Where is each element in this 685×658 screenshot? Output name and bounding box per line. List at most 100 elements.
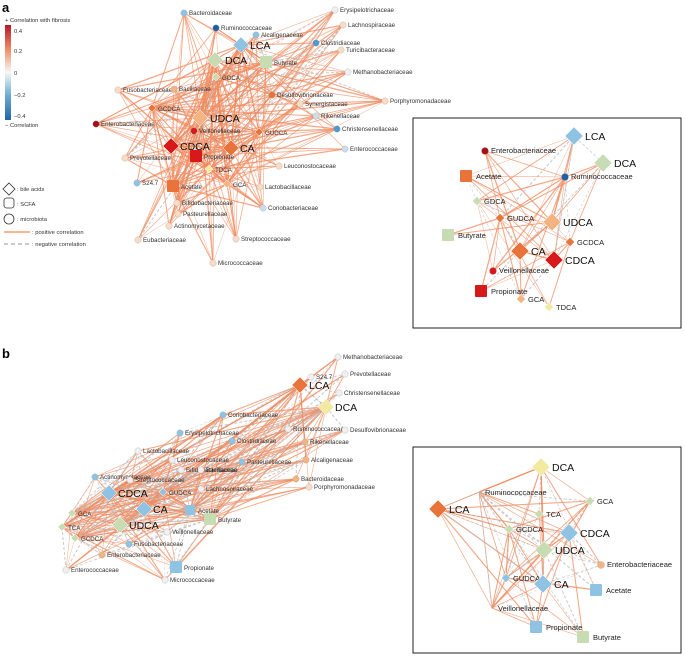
- node-label: TCA: [546, 510, 561, 519]
- negative-edge: [478, 491, 570, 534]
- panel-a-inset-node-gdca: GDCA: [472, 196, 506, 206]
- microbiota-circle: [284, 425, 292, 433]
- positive-edge: [195, 49, 342, 157]
- microbiota-circle: [126, 476, 134, 484]
- panel-b-node-erysipelotrichaceae: Erysipelotrichaceae: [176, 429, 240, 437]
- positive-edge: [222, 406, 327, 416]
- negative-edge: [193, 61, 267, 132]
- positive-edge: [71, 509, 191, 514]
- negative-edge: [553, 135, 575, 261]
- microbiota-circle: [133, 179, 141, 187]
- panel-a-node-fusobacteriaceae: Fusobacteriaceae: [114, 86, 173, 94]
- positive-edge: [124, 107, 153, 159]
- node-label: Porphyromonadaceae: [390, 98, 451, 105]
- negative-edge: [164, 518, 211, 581]
- negative-edge: [265, 42, 317, 63]
- positive-edge: [162, 441, 306, 493]
- positive-edge: [117, 89, 260, 133]
- microbiota-circle: [337, 46, 345, 54]
- microbiota-circle: [176, 429, 184, 437]
- node-label: CA: [240, 143, 255, 155]
- positive-edge: [183, 12, 216, 61]
- positive-edge: [230, 147, 264, 209]
- node-label: Eubacteriaceae: [143, 237, 187, 244]
- node-label: Lactobacillaceae: [143, 448, 190, 455]
- node-label: GDCA: [484, 197, 506, 206]
- positive-edge: [177, 168, 210, 215]
- node-label: Lactobacillaceae: [265, 184, 312, 191]
- node-label: Desulfovibrionaceae: [277, 92, 334, 99]
- negative-edge: [61, 526, 103, 556]
- positive-edge: [499, 217, 550, 308]
- panel-a-node-turicibacteraceae: Turicibacteraceae: [337, 46, 396, 54]
- microbiota-circle: [312, 112, 320, 120]
- positive-edge: [226, 49, 342, 185]
- positive-edge: [74, 479, 131, 539]
- positive-edge: [95, 59, 216, 125]
- positive-edge: [74, 461, 243, 539]
- positive-edge: [478, 466, 542, 493]
- node-label: Christensenellaceae: [342, 126, 399, 133]
- positive-edge: [94, 406, 327, 478]
- negative-edge: [520, 259, 555, 300]
- negative-edge: [208, 9, 336, 170]
- node-label: Prevotellaceae: [350, 371, 391, 378]
- positive-edge: [265, 9, 336, 63]
- microbiota-circle: [275, 162, 283, 170]
- positive-edge: [478, 491, 510, 530]
- positive-edge: [74, 414, 224, 539]
- positive-edge: [176, 183, 228, 204]
- panel-b-node-fusobacteriaceae: Fusobacteriaceae: [125, 540, 184, 548]
- negative-edge: [172, 183, 228, 187]
- colorbar-bottom: − Correlation: [5, 123, 38, 129]
- negative-edge: [74, 469, 182, 539]
- positive-edge: [189, 428, 289, 511]
- positive-edge: [162, 376, 312, 493]
- negative-edge: [189, 373, 346, 511]
- positive-edge: [189, 461, 243, 511]
- scfa-square: [185, 505, 195, 515]
- negative-edge: [179, 384, 301, 434]
- node-label: Leuconostocaceae: [177, 457, 230, 464]
- panel-b-node-ca: CA: [135, 500, 168, 518]
- positive-edge: [195, 59, 216, 157]
- panel-a-node-christensenellaceae: Christensenellaceae: [333, 125, 399, 133]
- positive-edge: [74, 441, 306, 539]
- positive-edge: [215, 76, 232, 149]
- positive-edge: [137, 168, 210, 241]
- negative-edge: [199, 117, 280, 167]
- positive-edge: [175, 518, 211, 568]
- microbiota-circle: [238, 458, 246, 466]
- positive-edge: [117, 44, 242, 91]
- panel-b-node-butyrate: Butyrate: [204, 513, 242, 525]
- positive-edge: [195, 155, 264, 209]
- positive-edge: [199, 117, 237, 240]
- node-label: Streptococcaceae: [241, 236, 291, 243]
- positive-edge: [151, 107, 174, 187]
- positive-edge: [183, 12, 228, 185]
- panel-a-node-bacteroidaceae: Bacteroidaceae: [180, 9, 233, 17]
- negative-edge: [180, 384, 301, 471]
- microbiota-circle: [219, 411, 227, 419]
- node-label: DCA: [614, 158, 636, 170]
- panel-a-inset-node-veillonellaceae: Veillonellaceae: [489, 266, 549, 275]
- negative-edge: [491, 564, 602, 609]
- bile-acid-diamond: [510, 241, 530, 261]
- node-label: Rikenellaceae: [321, 113, 360, 120]
- panel-a-node-actinomycetaceae: Actinomycetaceae: [165, 222, 225, 230]
- microbiota-circle: [228, 437, 236, 445]
- positive-edge: [437, 508, 570, 534]
- node-label: CDCA: [565, 255, 595, 267]
- panel-a-node-porphyromonadaceae: Porphyromonadaceae: [381, 97, 451, 105]
- microbiota-circle: [197, 485, 205, 493]
- node-label: CA: [153, 504, 168, 516]
- panel-b-node-bifidobacteriaceae: Bifidobacteriaceae: [177, 466, 237, 474]
- positive-edge: [499, 162, 604, 219]
- panel-a-node-alcaligenaceae: Alcaligenaceae: [252, 31, 304, 39]
- node-label: Veillonellaceae: [499, 266, 549, 275]
- node-label: CDCA: [118, 488, 148, 500]
- positive-edge: [492, 176, 566, 272]
- positive-edge: [119, 524, 177, 568]
- bile-acid-diamond: [57, 522, 67, 532]
- panel-a-letter: a: [2, 0, 10, 15]
